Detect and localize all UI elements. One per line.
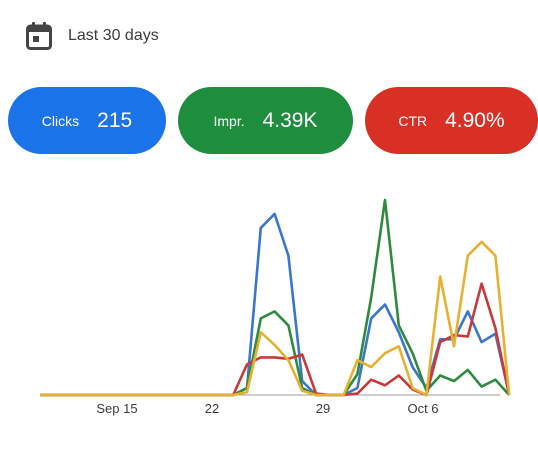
clicks-label: Clicks	[41, 112, 80, 129]
impressions-label: Impr.	[213, 112, 245, 129]
impressions-value: 4.39K	[262, 108, 318, 132]
clicks-metric-toggle[interactable]: Clicks 215	[8, 87, 166, 154]
series-line-position	[40, 240, 511, 397]
ctr-metric-toggle[interactable]: CTR 4.90%	[365, 87, 538, 154]
x-tick-label: Oct 6	[407, 401, 438, 416]
impressions-metric-toggle[interactable]: Impr. 4.39K	[178, 87, 353, 154]
ctr-label: CTR	[398, 112, 428, 129]
performance-line-chart: Sep 15 22 29 Oct 6	[40, 198, 511, 416]
x-tick-label: 29	[316, 401, 330, 416]
x-tick-label: Sep 15	[96, 401, 137, 416]
ctr-value: 4.90%	[445, 108, 505, 132]
date-range-selector[interactable]: Last 30 days	[26, 22, 159, 50]
date-range-label: Last 30 days	[68, 27, 159, 44]
clicks-value: 215	[97, 108, 133, 132]
series-line-clicks	[40, 212, 511, 397]
calendar-icon	[26, 22, 52, 50]
x-tick-label: 22	[205, 401, 219, 416]
